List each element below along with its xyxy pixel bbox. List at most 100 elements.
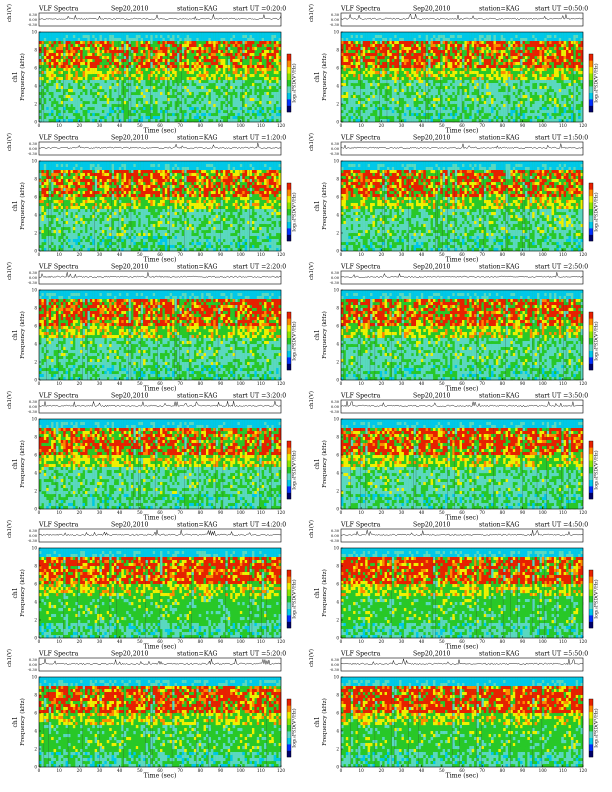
y-tick-label: 0 xyxy=(336,249,339,254)
ch1-tick-label: -0.30 xyxy=(330,281,340,285)
x-tick-label: 60 xyxy=(459,510,465,515)
x-tick-label: 50 xyxy=(137,768,143,773)
x-tick-label: 0 xyxy=(340,252,343,257)
x-tick-label: 110 xyxy=(257,123,265,128)
x-tick-label: 60 xyxy=(459,639,465,644)
x-tick-label: 40 xyxy=(419,768,425,773)
ch1-tick-label: 0.30 xyxy=(331,658,340,662)
x-tick-label: 60 xyxy=(459,252,465,257)
ch1-tick-label: 0.00 xyxy=(331,276,340,280)
panel-station: station=KAG xyxy=(479,651,520,658)
y-tick-label: 4 xyxy=(34,84,37,89)
x-tick-label: 70 xyxy=(479,381,485,386)
panel-date: Sep20,2010 xyxy=(111,393,149,400)
x-tick-label: 70 xyxy=(177,123,183,128)
y-tick-label: 10 xyxy=(32,30,38,35)
ch1-axis-label: ch1(V) xyxy=(308,262,315,280)
colorbar xyxy=(286,53,292,113)
ch1-tick-label: -0.30 xyxy=(28,23,38,27)
x-tick-label: 60 xyxy=(157,639,163,644)
y-tick-label: 0 xyxy=(336,378,339,383)
x-tick-label: 50 xyxy=(137,381,143,386)
y-tick-label: 4 xyxy=(336,729,339,734)
spectrogram-cells xyxy=(39,677,282,768)
spectrogram-cells xyxy=(341,419,584,510)
spectrogram-chart: VLF Spectra Sep20,2010 station=KAG start UT… xyxy=(308,649,600,780)
y-tick-label: 8 xyxy=(336,564,339,569)
panel-station: station=KAG xyxy=(177,393,218,400)
frequency-ylabel: Frequency (kHz) xyxy=(19,311,26,359)
spectrogram-cells xyxy=(341,161,584,252)
time-xlabel: Time (sec) xyxy=(446,773,479,780)
ch1-tick-label: 0.00 xyxy=(331,663,340,667)
ch1-tick-label: 0.00 xyxy=(29,18,38,22)
x-tick-label: 80 xyxy=(198,123,204,128)
y-tick-label: 0 xyxy=(336,636,339,641)
ch1-tick-label: 0.00 xyxy=(29,534,38,538)
y-tick-label: 8 xyxy=(34,177,37,182)
panel-title: VLF Spectra xyxy=(340,264,381,271)
x-tick-label: 110 xyxy=(257,768,265,773)
x-tick-label: 60 xyxy=(459,381,465,386)
x-tick-label: 10 xyxy=(56,381,62,386)
y-tick-label: 8 xyxy=(336,306,339,311)
spectrogram-cells xyxy=(39,290,282,381)
y-tick-label: 4 xyxy=(34,342,37,347)
x-tick-label: 20 xyxy=(77,768,83,773)
frequency-ylabel: Frequency (kHz) xyxy=(19,569,26,617)
ch1-tick-label: 0.30 xyxy=(29,400,38,404)
panel-start-ut: start UT =5:20:0 xyxy=(233,651,286,658)
x-tick-label: 110 xyxy=(559,123,567,128)
spectrogram-chart: VLF Spectra Sep20,2010 station=KAG start UT… xyxy=(308,4,600,135)
x-tick-label: 60 xyxy=(157,123,163,128)
ch1-tick-label: 0.30 xyxy=(29,658,38,662)
y-tick-label: 8 xyxy=(336,435,339,440)
time-xlabel: Time (sec) xyxy=(144,773,177,780)
ch1-ylabel: ch1 xyxy=(314,329,321,340)
spectrogram-cells xyxy=(38,161,282,252)
panel-start-ut: start UT =4:20:0 xyxy=(233,522,286,529)
x-tick-label: 30 xyxy=(399,381,405,386)
ch1-frame xyxy=(340,270,584,285)
time-xlabel: Time (sec) xyxy=(144,257,177,264)
x-tick-label: 0 xyxy=(38,123,41,128)
x-tick-label: 50 xyxy=(439,381,445,386)
x-tick-label: 80 xyxy=(500,510,506,515)
y-tick-label: 10 xyxy=(32,288,38,293)
panel-date: Sep20,2010 xyxy=(413,264,451,271)
x-tick-label: 10 xyxy=(358,510,364,515)
colorbar xyxy=(286,311,292,371)
y-tick-label: 10 xyxy=(334,159,340,164)
ch1-tick-label: 0.00 xyxy=(331,18,340,22)
colorbar-label: log₁₀PSD(V²/Hz) xyxy=(593,192,600,231)
x-tick-label: 120 xyxy=(579,252,587,257)
ch1-ylabel: ch1 xyxy=(12,716,19,727)
ch1-axis-label: ch1(V) xyxy=(308,520,315,538)
y-tick-label: 10 xyxy=(334,417,340,422)
spectrogram-chart: VLF Spectra Sep20,2010 station=KAG start UT… xyxy=(6,649,298,780)
ch1-waveform xyxy=(340,401,584,408)
x-tick-label: 70 xyxy=(479,252,485,257)
y-tick-label: 2 xyxy=(34,360,37,365)
panel-date: Sep20,2010 xyxy=(413,135,451,142)
x-tick-label: 0 xyxy=(38,510,41,515)
colorbar-label: log₁₀PSD(V²/Hz) xyxy=(593,450,600,489)
x-tick-label: 0 xyxy=(340,123,343,128)
ch1-tick-label: 0.30 xyxy=(29,529,38,533)
panel-date: Sep20,2010 xyxy=(413,651,451,658)
x-tick-label: 20 xyxy=(379,510,385,515)
panel-start-ut: start UT =5:50:0 xyxy=(535,651,588,658)
frequency-ylabel: Frequency (kHz) xyxy=(19,440,26,488)
ch1-ylabel: ch1 xyxy=(12,200,19,211)
y-tick-label: 0 xyxy=(34,765,37,770)
x-tick-label: 50 xyxy=(137,123,143,128)
x-tick-label: 20 xyxy=(379,381,385,386)
panel-title: VLF Spectra xyxy=(340,6,381,13)
spectrogram-panel: VLF Spectra Sep20,2010 station=KAG start UT… xyxy=(3,4,303,135)
ch1-ylabel: ch1 xyxy=(12,458,19,469)
y-tick-label: 4 xyxy=(34,471,37,476)
panel-title: VLF Spectra xyxy=(38,651,79,658)
x-tick-label: 40 xyxy=(419,123,425,128)
panel-start-ut: start UT =0:50:0 xyxy=(535,6,588,13)
